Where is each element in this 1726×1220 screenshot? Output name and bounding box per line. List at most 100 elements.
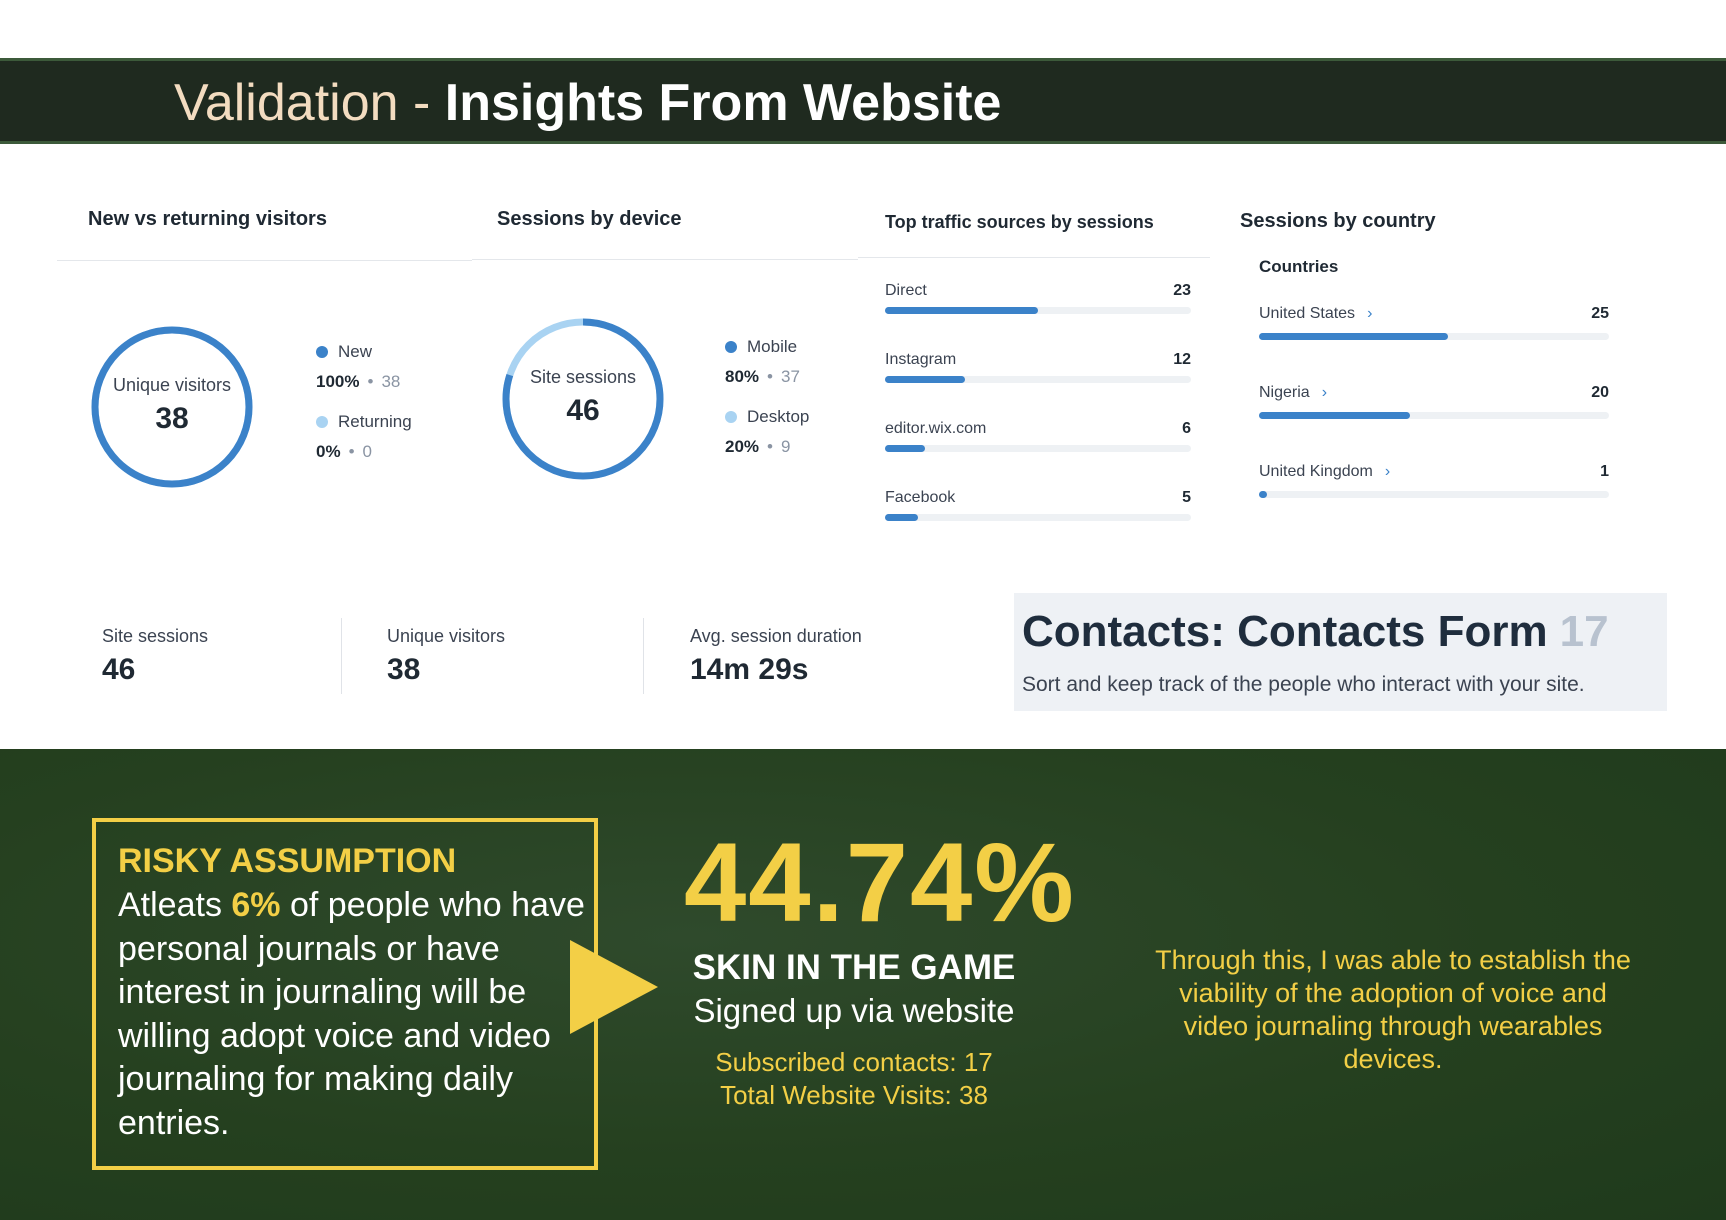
- bar-fill: [885, 307, 1038, 314]
- traffic-source-value: 23: [1173, 282, 1191, 299]
- donut-svg: [502, 318, 664, 480]
- traffic-source-name: Facebook: [885, 489, 956, 506]
- contacts-card[interactable]: Contacts: Contacts Form 17 Sort and keep …: [1014, 593, 1667, 711]
- legend-dot-desktop: [725, 411, 737, 423]
- donut-center-label: Unique visitors: [112, 375, 232, 395]
- arrow-right-icon: [570, 940, 658, 1034]
- legend-count: 0: [362, 442, 372, 461]
- page-title: Validation - Insights From Website: [174, 73, 1001, 133]
- title-separator: -: [412, 74, 431, 132]
- traffic-row-editor-wix[interactable]: editor.wix.com 6: [885, 420, 1191, 456]
- donut-center: Unique visitors 38: [90, 375, 254, 436]
- country-name-wrap: United Kingdom ›: [1259, 463, 1390, 481]
- card-divider: [472, 259, 858, 260]
- legend-pct: 80%: [725, 367, 760, 386]
- chevron-right-icon[interactable]: ›: [1321, 384, 1328, 401]
- country-name: Nigeria: [1259, 384, 1310, 401]
- bar-fill: [885, 445, 925, 452]
- unique-visitors-donut[interactable]: Unique visitors 38: [90, 325, 254, 489]
- bar-track: [1259, 491, 1609, 498]
- risky-body-highlight: 6%: [231, 886, 281, 924]
- site-sessions-donut[interactable]: Site sessions 46: [501, 317, 665, 481]
- conclusion-text: Through this, I was able to establish th…: [1155, 945, 1631, 1074]
- risky-assumption-body: Atleats 6% of people who have personal j…: [118, 884, 588, 1145]
- legend-dot-returning: [316, 416, 328, 428]
- header-bar: Validation - Insights From Website: [0, 58, 1726, 144]
- traffic-source-name: Direct: [885, 282, 927, 299]
- country-row-united-states[interactable]: United States › 25: [1259, 305, 1609, 343]
- conversion-rate-stat: 44.74%: [684, 820, 1076, 945]
- sessions-by-device-legend: Mobile 80% • 37 Desktop 20% • 9: [725, 337, 809, 477]
- sessions-by-country-title: Sessions by country: [1240, 210, 1436, 232]
- chevron-right-icon[interactable]: ›: [1367, 305, 1373, 322]
- legend-label: Desktop: [747, 407, 810, 426]
- traffic-source-value: 12: [1173, 351, 1191, 368]
- kpi-label: Avg. session duration: [690, 626, 862, 646]
- results-panel: [0, 749, 1726, 1220]
- kpi-label: Site sessions: [102, 626, 209, 646]
- skin-in-the-game-title: SKIN IN THE GAME: [692, 948, 1016, 987]
- contacts-count: 17: [1559, 607, 1609, 656]
- country-name-wrap: Nigeria ›: [1259, 384, 1327, 402]
- risky-assumption-title: RISKY ASSUMPTION: [118, 842, 457, 880]
- legend-item-mobile: Mobile 80% • 37: [725, 337, 800, 386]
- traffic-row-facebook[interactable]: Facebook 5: [885, 489, 1191, 525]
- new-vs-returning-title: New vs returning visitors: [88, 208, 327, 230]
- country-value: 1: [1600, 463, 1609, 480]
- chevron-right-icon[interactable]: ›: [1384, 463, 1391, 480]
- bar-track: [885, 445, 1191, 452]
- kpi-unique-visitors: Unique visitors 38: [387, 626, 505, 687]
- kpi-divider: [643, 618, 644, 694]
- countries-subtitle: Countries: [1259, 257, 1339, 276]
- kpi-label: Unique visitors: [387, 626, 506, 646]
- traffic-row-instagram[interactable]: Instagram 12: [885, 351, 1191, 387]
- legend-pct: 100%: [316, 372, 360, 391]
- bar-fill: [1259, 412, 1411, 419]
- country-name-wrap: United States ›: [1259, 305, 1372, 323]
- risky-assumption-box: RISKY ASSUMPTION Atleats 6% of people wh…: [92, 818, 598, 1170]
- contacts-subtitle: Sort and keep track of the people who in…: [1022, 673, 1585, 696]
- kpi-avg-session-duration: Avg. session duration 14m 29s: [690, 626, 862, 687]
- new-vs-returning-legend: New 100% • 38 Returning 0% • 0: [316, 342, 412, 482]
- traffic-source-value: 6: [1182, 420, 1191, 437]
- bar-fill: [1259, 333, 1448, 340]
- donut-center-label: Site sessions: [529, 367, 637, 387]
- country-name: United Kingdom: [1259, 463, 1373, 480]
- legend-count: 37: [780, 367, 800, 386]
- traffic-source-name: Instagram: [885, 351, 957, 368]
- kpi-value: 14m 29s: [690, 653, 809, 686]
- country-row-nigeria[interactable]: Nigeria › 20: [1259, 384, 1609, 422]
- traffic-row-direct[interactable]: Direct 23: [885, 282, 1191, 318]
- bar-track: [1259, 333, 1609, 340]
- traffic-source-name: editor.wix.com: [885, 420, 987, 437]
- legend-count: 9: [780, 437, 791, 456]
- bar-track: [885, 376, 1191, 383]
- kpi-site-sessions: Site sessions 46: [102, 626, 208, 687]
- contacts-title-text: Contacts: Contacts Form: [1022, 607, 1548, 656]
- card-divider: [858, 257, 1210, 258]
- traffic-sources-title: Top traffic sources by sessions: [885, 212, 1154, 232]
- legend-item-returning: Returning 0% • 0: [316, 412, 412, 461]
- country-row-united-kingdom[interactable]: United Kingdom › 1: [1259, 463, 1609, 501]
- skin-in-the-game-subtitle: Signed up via website: [693, 992, 1015, 1029]
- kpi-divider: [341, 618, 342, 694]
- bar-track: [885, 514, 1191, 521]
- kpi-value: 38: [387, 653, 421, 686]
- total-visits-line: Total Website Visits: 38: [720, 1080, 988, 1110]
- legend-pct: 20%: [725, 437, 760, 456]
- donut-center-value: 46: [566, 394, 600, 427]
- legend-label: New: [338, 342, 373, 361]
- sessions-by-device-title: Sessions by device: [497, 208, 682, 230]
- kpi-value: 46: [102, 653, 136, 686]
- card-divider: [57, 260, 472, 261]
- legend-dot-new: [316, 346, 328, 358]
- donut-svg: [91, 326, 253, 488]
- skin-in-the-game-details: Subscribed contacts: 17 Total Website Vi…: [648, 1046, 1060, 1112]
- legend-count: 38: [381, 372, 401, 391]
- legend-label: Mobile: [747, 337, 798, 356]
- bar-track: [1259, 412, 1609, 419]
- risky-body-after: of people who have personal journals or …: [118, 886, 585, 1142]
- legend-item-desktop: Desktop 20% • 9: [725, 407, 810, 456]
- legend-label: Returning: [338, 412, 412, 431]
- title-light: Validation: [174, 74, 399, 132]
